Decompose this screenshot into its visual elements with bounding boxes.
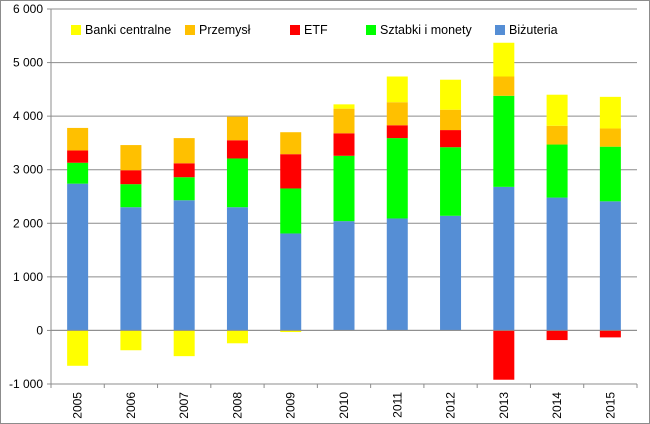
bar-segment bbox=[546, 144, 568, 198]
bar-segment bbox=[386, 138, 408, 219]
bar-segment bbox=[280, 233, 302, 331]
bar-segment bbox=[386, 102, 408, 126]
bar-segment bbox=[67, 127, 89, 151]
legend-swatch bbox=[495, 25, 505, 35]
bar-segment bbox=[280, 330, 302, 333]
y-tick-label: 2 000 bbox=[13, 216, 43, 230]
x-tick-label: 2013 bbox=[497, 392, 511, 419]
y-tick-label: 5 000 bbox=[13, 56, 43, 70]
bar-segment bbox=[333, 133, 355, 156]
bar-segment bbox=[226, 158, 248, 208]
bar-segment bbox=[67, 162, 89, 184]
x-tick-label: 2014 bbox=[550, 392, 564, 419]
legend: Banki centralne Przemysł ETF Sztabki i mone… bbox=[71, 23, 558, 37]
bar-segment bbox=[440, 147, 462, 216]
bar-segment bbox=[226, 330, 248, 344]
legend-swatch bbox=[290, 25, 300, 35]
bar-segment bbox=[173, 177, 195, 201]
bar-segment bbox=[599, 201, 621, 331]
legend-swatch bbox=[71, 25, 81, 35]
bar-segment bbox=[599, 128, 621, 147]
bar-segment bbox=[67, 183, 89, 331]
x-tick-label: 2009 bbox=[284, 392, 298, 419]
bar-segment bbox=[226, 140, 248, 159]
legend-label: Przemysł bbox=[199, 23, 251, 37]
y-tick-label: 0 bbox=[36, 323, 43, 337]
x-tick-label: 2011 bbox=[390, 392, 404, 418]
legend-label: Biżuteria bbox=[509, 23, 558, 37]
bar-segment bbox=[280, 132, 302, 155]
bar-segment bbox=[120, 145, 142, 171]
legend-swatch bbox=[366, 25, 376, 35]
x-tick-label: 2006 bbox=[124, 392, 138, 419]
bar-segment bbox=[280, 188, 302, 234]
bar-segment bbox=[333, 155, 355, 222]
bar-segment bbox=[120, 207, 142, 331]
bar-segment bbox=[386, 218, 408, 331]
bar-segment bbox=[226, 116, 248, 141]
bar-segment bbox=[226, 207, 248, 331]
bar-segment bbox=[599, 96, 621, 129]
y-tick-label: -1 000 bbox=[9, 377, 43, 391]
bar-segment bbox=[440, 109, 462, 131]
bar-segment bbox=[173, 200, 195, 331]
y-tick-label: 1 000 bbox=[13, 270, 43, 284]
bar-segment bbox=[546, 125, 568, 145]
bar-segment bbox=[173, 330, 195, 357]
bar-segment bbox=[440, 215, 462, 331]
bar-segment bbox=[386, 125, 408, 139]
bars bbox=[67, 42, 621, 380]
bar-segment bbox=[493, 76, 515, 96]
bar-segment bbox=[333, 108, 355, 134]
bar-segment bbox=[120, 170, 142, 185]
legend-label: Banki centralne bbox=[85, 23, 171, 37]
bar-segment bbox=[173, 163, 195, 178]
bar-segment bbox=[173, 138, 195, 164]
bar-segment bbox=[493, 330, 515, 380]
x-tick-label: 2010 bbox=[337, 392, 351, 419]
bar-segment bbox=[546, 94, 568, 126]
bar-segment bbox=[120, 184, 142, 208]
bar-segment bbox=[120, 330, 142, 351]
x-tick-label: 2012 bbox=[444, 392, 458, 419]
x-tick-label: 2005 bbox=[71, 392, 85, 419]
bar-segment bbox=[333, 221, 355, 331]
bar-segment bbox=[599, 330, 621, 338]
bar-segment bbox=[333, 104, 355, 109]
bar-segment bbox=[67, 150, 89, 163]
bar-segment bbox=[67, 330, 89, 366]
y-tick-label: 3 000 bbox=[13, 163, 43, 177]
axes: -1 000 0 1 000 2 000 3 000 4 000 5 000 6 000 200… bbox=[9, 2, 638, 419]
legend-label: Sztabki i monety bbox=[380, 23, 472, 37]
bar-segment bbox=[546, 197, 568, 331]
bar-segment bbox=[493, 95, 515, 187]
bar-segment bbox=[280, 154, 302, 189]
bar-segment bbox=[386, 76, 408, 103]
y-tick-label: 6 000 bbox=[13, 2, 43, 16]
bar-segment bbox=[440, 79, 462, 110]
bar-segment bbox=[493, 42, 515, 77]
bar-segment bbox=[599, 146, 621, 202]
bar-segment bbox=[493, 186, 515, 331]
x-tick-label: 2015 bbox=[603, 392, 617, 419]
y-tick-label: 4 000 bbox=[13, 109, 43, 123]
legend-swatch bbox=[185, 25, 195, 35]
x-tick-label: 2008 bbox=[230, 392, 244, 419]
legend-label: ETF bbox=[304, 23, 328, 37]
bar-segment bbox=[546, 330, 568, 341]
bar-segment bbox=[440, 130, 462, 148]
x-tick-label: 2007 bbox=[177, 392, 191, 419]
